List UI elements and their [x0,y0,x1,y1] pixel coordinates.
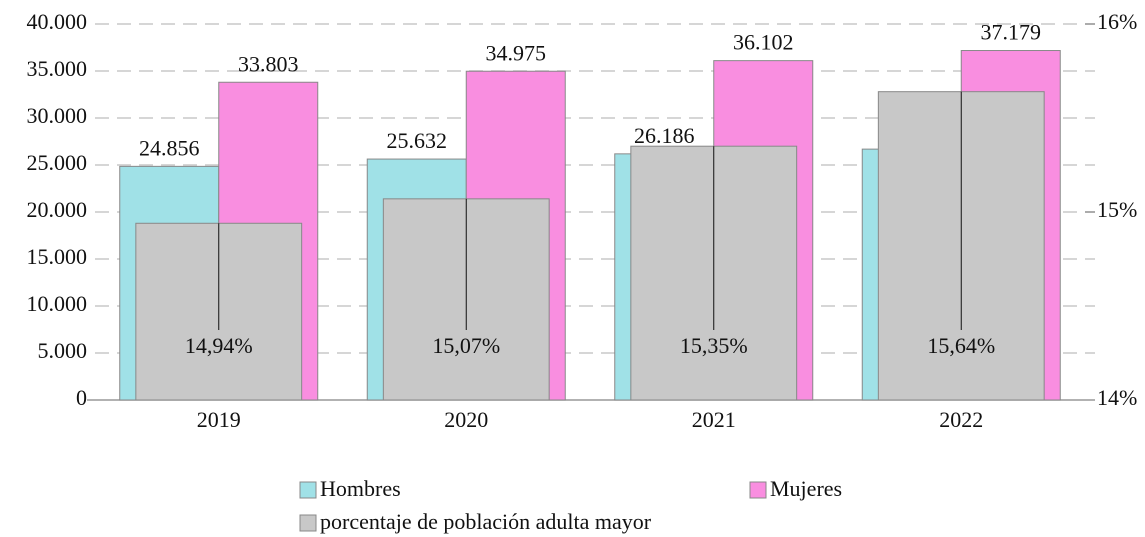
y-tick-label: 0 [76,385,87,410]
data-label: 25.632 [387,128,448,153]
y-tick-label: 20.000 [27,197,88,222]
y-tick-label: 10.000 [27,291,88,316]
x-tick-label: 2019 [197,407,241,432]
x-tick-label: 2022 [939,407,983,432]
y-tick-label: 15.000 [27,244,88,269]
legend-label: porcentaje de población adulta mayor [320,509,652,534]
y-tick-label: 40.000 [27,9,88,34]
data-label: 15,64% [927,333,995,358]
y-tick-label: 30.000 [27,103,88,128]
data-label: 36.102 [733,30,794,55]
legend-swatch [299,481,317,499]
x-tick-label: 2021 [692,407,736,432]
legend-swatch [299,514,317,532]
data-label: 26.186 [634,123,695,148]
legend-label: Mujeres [770,476,842,501]
data-label: 15,35% [680,333,748,358]
data-label: 33.803 [238,51,299,76]
data-label: 14,94% [185,333,253,358]
legend-swatch [749,481,767,499]
y2-tick-label: 14% [1097,385,1137,410]
data-label: 15,07% [432,333,500,358]
data-label: 37.179 [981,20,1042,45]
y-tick-label: 5.000 [38,338,88,363]
y2-tick-label: 16% [1097,9,1137,34]
y2-tick-label: 15% [1097,197,1137,222]
legend-label: Hombres [320,476,401,501]
x-tick-label: 2020 [444,407,488,432]
data-label: 24.856 [139,135,200,160]
y-tick-label: 35.000 [27,56,88,81]
data-label: 34.975 [486,40,547,65]
y-tick-label: 25.000 [27,150,88,175]
